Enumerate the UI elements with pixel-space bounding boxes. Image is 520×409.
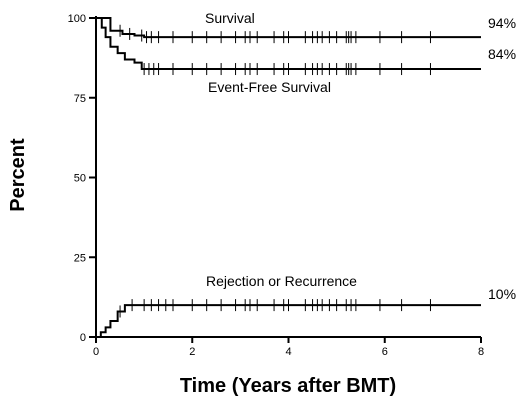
survival-label: Survival	[205, 10, 255, 26]
y-tick-label: 50	[74, 173, 86, 185]
rejection-or-recurrence-curve	[96, 304, 481, 338]
labels: Survival 94% Event-Free Survival 84% Rejecti…	[205, 10, 516, 302]
survival-curve	[96, 17, 481, 39]
x-tick-label: 0	[93, 346, 99, 358]
curves	[96, 17, 481, 338]
event-free-survival-curve	[96, 17, 481, 71]
y-tick-label: 0	[80, 332, 86, 344]
x-tick-label: 4	[285, 346, 291, 358]
rejection-or-recurrence-end-label: 10%	[488, 286, 516, 302]
y-tick-label: 75	[74, 93, 86, 105]
event-free-survival-end-label: 84%	[488, 46, 516, 62]
censor-marks	[119, 24, 431, 318]
rejection-or-recurrence-label: Rejection or Recurrence	[206, 273, 357, 289]
x-tick-label: 6	[382, 346, 388, 358]
y-tick-label: 100	[68, 13, 86, 25]
x-tick-label: 2	[189, 346, 195, 358]
x-tick-label: 8	[478, 346, 484, 358]
y-axis-title: Percent	[7, 138, 29, 212]
x-axis-title: Time (Years after BMT)	[180, 375, 396, 397]
survival-end-label: 94%	[488, 15, 516, 31]
axes: 0 25 50 75 100 0 2 4 6 8	[68, 13, 484, 358]
y-tick-label: 25	[74, 252, 86, 264]
event-free-survival-label: Event-Free Survival	[208, 79, 331, 95]
